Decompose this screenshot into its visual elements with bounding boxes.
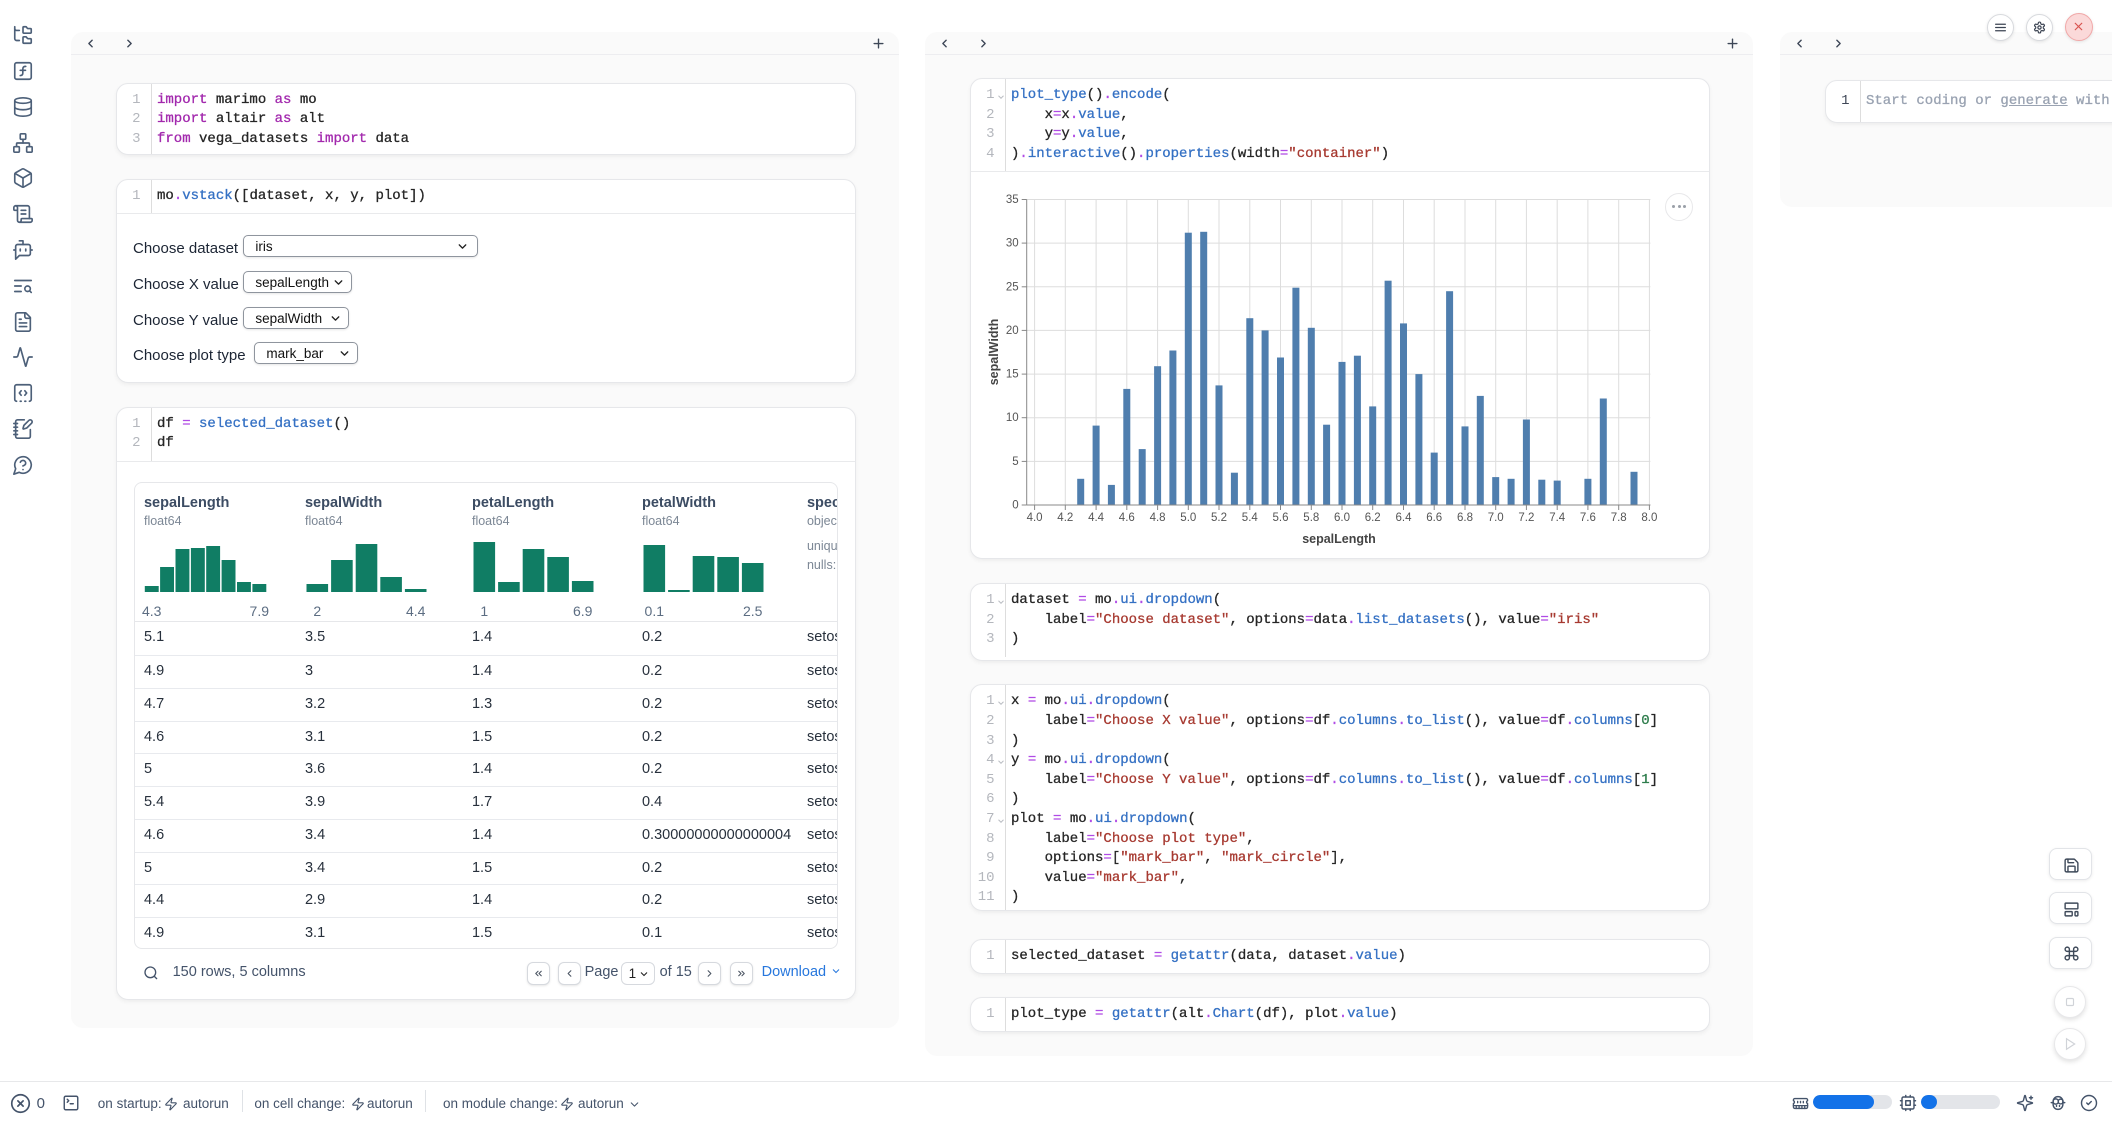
svg-text:sepalLength: sepalLength [1302,532,1376,546]
svg-text:25: 25 [1006,282,1019,294]
svg-text:4.6: 4.6 [1119,512,1135,524]
svg-text:0: 0 [1012,500,1018,512]
svg-text:4.0: 4.0 [1027,512,1043,524]
svg-text:15: 15 [1006,369,1019,381]
svg-text:10: 10 [1006,413,1019,425]
svg-text:sepalWidth: sepalWidth [987,319,1001,386]
svg-text:6.0: 6.0 [1334,512,1350,524]
svg-text:7.6: 7.6 [1580,512,1596,524]
svg-text:7.4: 7.4 [1549,512,1566,524]
svg-text:6.2: 6.2 [1365,512,1381,524]
svg-text:6.6: 6.6 [1426,512,1442,524]
svg-text:5.4: 5.4 [1242,512,1259,524]
svg-text:8.0: 8.0 [1641,512,1657,524]
svg-text:5.2: 5.2 [1211,512,1227,524]
svg-text:4.8: 4.8 [1150,512,1166,524]
svg-text:30: 30 [1006,238,1019,250]
svg-text:5.8: 5.8 [1303,512,1319,524]
svg-text:5: 5 [1012,456,1018,468]
svg-text:7.8: 7.8 [1611,512,1627,524]
svg-text:4.2: 4.2 [1057,512,1073,524]
svg-text:7.0: 7.0 [1488,512,1504,524]
svg-text:20: 20 [1006,325,1019,337]
svg-text:4.4: 4.4 [1088,512,1105,524]
svg-text:7.2: 7.2 [1518,512,1534,524]
svg-text:6.4: 6.4 [1396,512,1413,524]
svg-text:5.6: 5.6 [1273,512,1289,524]
svg-text:6.8: 6.8 [1457,512,1473,524]
svg-text:5.0: 5.0 [1180,512,1196,524]
svg-text:35: 35 [1006,194,1019,206]
